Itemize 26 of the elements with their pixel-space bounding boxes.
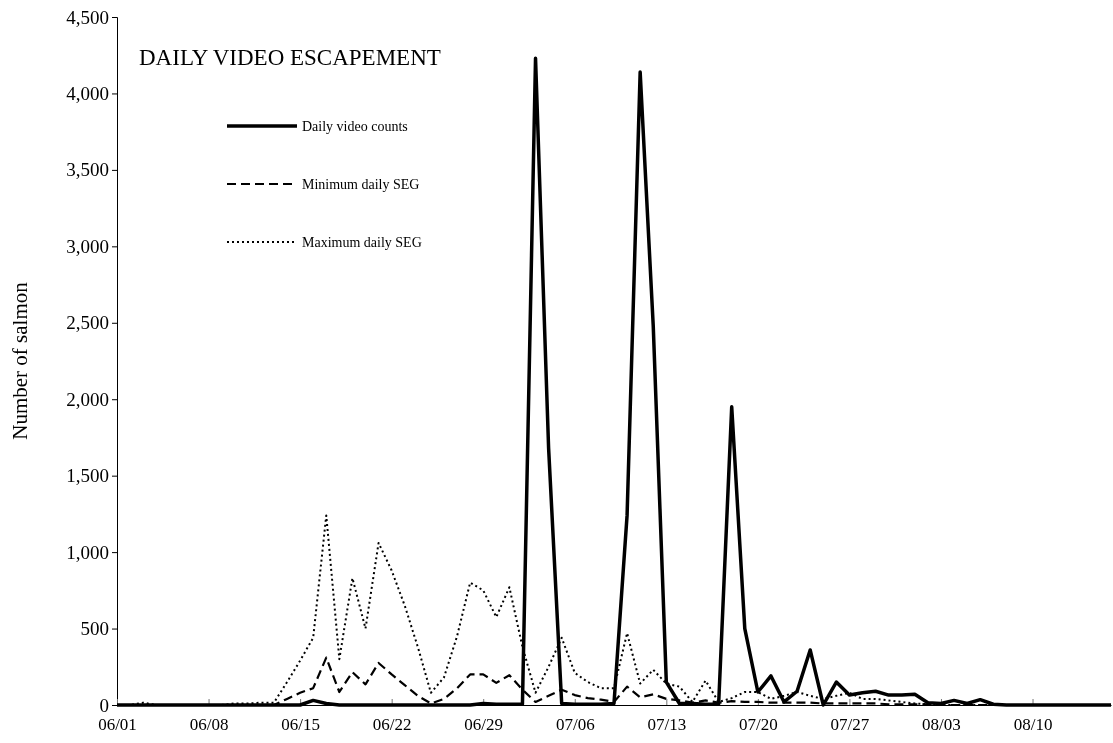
x-tick-label: 06/08 (189, 715, 229, 735)
x-tick-label: 08/03 (922, 715, 961, 735)
x-tick-label: 06/29 (464, 715, 504, 735)
x-tick-label: 07/20 (739, 715, 778, 735)
y-tick-label: 2,500 (66, 312, 109, 334)
x-tick-label: 06/01 (98, 715, 137, 735)
x-tick-label: 08/10 (1013, 715, 1053, 735)
y-tick-label: 0 (99, 694, 109, 716)
y-tick-label: 4,500 (66, 6, 109, 28)
y-tick-label: 500 (80, 618, 109, 640)
x-tick-label: 07/27 (830, 715, 870, 735)
y-tick-label: 3,000 (66, 235, 109, 257)
x-tick-label: 06/22 (372, 715, 412, 735)
x-tick-label: 07/06 (555, 715, 595, 735)
y-tick-label: 4,000 (66, 83, 109, 105)
legend-label: Maximum daily SEG (302, 235, 422, 250)
y-tick-label: 2,000 (66, 388, 109, 410)
x-tick-label: 06/15 (281, 715, 320, 735)
text: DAILY VIDEO ESCAPEMENT (139, 45, 441, 70)
x-tick-label: 07/13 (647, 715, 687, 735)
legend-label: Minimum daily SEG (302, 177, 420, 192)
legend-label: Daily video counts (302, 119, 408, 134)
y-tick-label: 1,000 (66, 541, 109, 563)
y-axis-title: Number of salmon (8, 281, 32, 440)
y-tick-label: 1,500 (66, 465, 109, 487)
y-tick-label: 3,500 (66, 159, 109, 181)
